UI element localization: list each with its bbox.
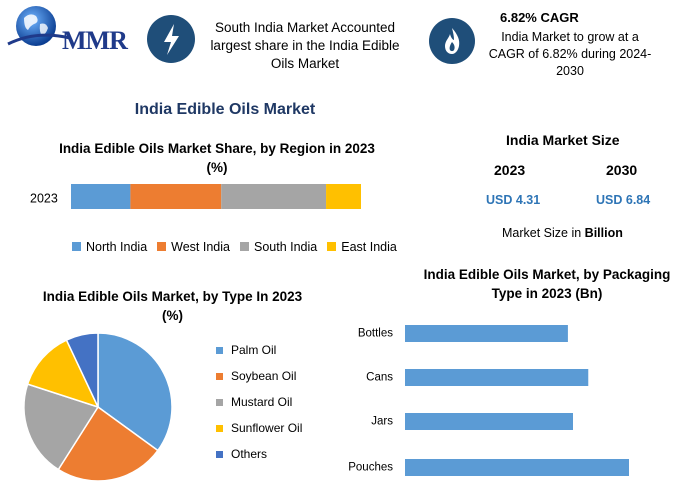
logo-text: MMR — [62, 26, 128, 55]
legend-label: Soybean Oil — [231, 369, 297, 383]
legend-label: Others — [231, 447, 268, 461]
bar-segment-north-india — [71, 184, 131, 209]
type-pie-chart — [23, 332, 173, 482]
pie-slice-palm-oil — [97, 332, 173, 452]
value-2030: USD 6.84 — [596, 193, 651, 207]
legend-label: Sunflower Oil — [231, 421, 303, 435]
type-legend: Palm Oil Soybean Oil Mustard Oil Sunflower … — [216, 337, 302, 467]
category-label: Bottles — [358, 328, 393, 340]
legend-item: Soybean Oil — [216, 363, 302, 389]
legend-label: Mustard Oil — [231, 395, 293, 409]
legend-swatch — [216, 346, 223, 354]
legend-label: North India — [86, 239, 148, 254]
bar-jars — [405, 413, 573, 430]
packaging-chart-title: India Edible Oils Market, by Packaging T… — [423, 267, 671, 301]
bar-pouches — [405, 459, 629, 476]
pie-slice-soybean-oil — [57, 405, 159, 482]
pie-slice-others — [65, 332, 99, 408]
globe-icon — [7, 6, 71, 46]
category-label: 2023 — [30, 191, 58, 205]
legend-item: South India — [239, 239, 318, 254]
type-chart-title: India Edible Oils Market, by Type In 202… — [42, 289, 303, 323]
market-size-title: India Market Size — [506, 132, 620, 148]
legend-item: Mustard Oil — [216, 389, 302, 415]
legend-swatch — [157, 242, 167, 251]
packaging-bar-chart: Bottles Cans Jars Pouches — [348, 325, 629, 476]
legend-swatch — [216, 424, 223, 432]
legend-swatch — [216, 450, 223, 458]
legend-label: East India — [341, 239, 397, 254]
legend-swatch — [216, 398, 223, 406]
lightning-icon — [147, 15, 195, 63]
cagr-title: 6.82% CAGR — [500, 10, 579, 25]
year-2023: 2023 — [494, 162, 526, 178]
bar-segment-west-india — [130, 184, 222, 209]
legend-item: Others — [216, 441, 302, 467]
legend-swatch — [72, 242, 81, 251]
legend-swatch — [239, 242, 249, 251]
category-label: Cans — [366, 372, 393, 384]
mmr-logo — [4, 4, 134, 56]
market-size-unit: Market Size in Billion — [502, 226, 623, 240]
flame-icon — [429, 18, 475, 64]
legend-label: South India — [253, 239, 318, 254]
cagr-text: India Market to grow at a CAGR of 6.82% … — [488, 30, 652, 78]
region-legend: North India West India South India East Ind… — [72, 238, 407, 256]
highlight-south-india: South India Market Accounted largest sha… — [210, 20, 400, 71]
value-2023: USD 4.31 — [486, 193, 541, 207]
page-title: India Edible Oils Market — [134, 101, 316, 118]
pie-slice-sunflower-oil — [26, 339, 100, 409]
bar-bottles — [405, 325, 568, 342]
region-stacked-bar-chart: 2023 — [30, 184, 361, 209]
legend-label: Palm Oil — [231, 343, 277, 357]
legend-item: East India — [327, 240, 397, 254]
category-label: Jars — [371, 416, 393, 428]
legend-swatch — [216, 372, 223, 380]
unit-bold: Billion — [584, 226, 623, 240]
bar-cans — [405, 369, 589, 386]
region-chart-title: India Edible Oils Market Share, by Regio… — [59, 141, 375, 175]
legend-item: Palm Oil — [216, 337, 302, 363]
legend-label: West India — [171, 239, 230, 254]
bar-segment-east-india — [326, 184, 361, 209]
pie-slice-mustard-oil — [23, 383, 100, 471]
bar-segment-south-india — [221, 184, 327, 209]
legend-swatch — [327, 242, 337, 251]
legend-item: North India — [72, 240, 147, 254]
category-label: Pouches — [348, 462, 393, 474]
unit-prefix: Market Size in — [502, 226, 585, 240]
legend-item: West India — [157, 240, 230, 254]
year-2030: 2030 — [606, 162, 638, 178]
legend-item: Sunflower Oil — [216, 415, 302, 441]
